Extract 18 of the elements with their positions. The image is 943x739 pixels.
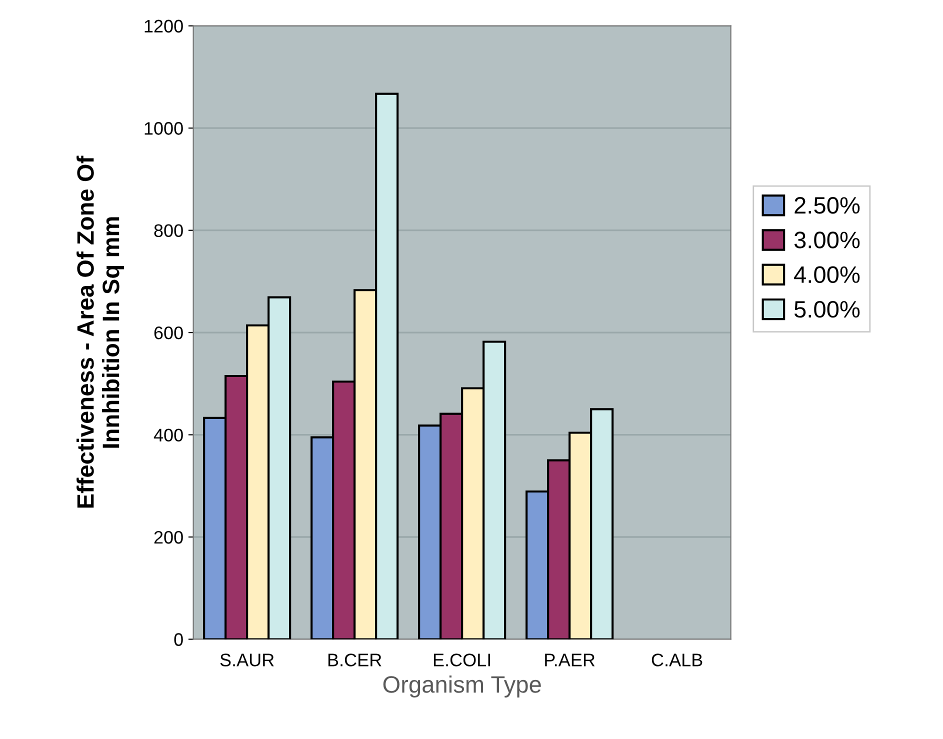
x-tick-label: C.ALB [652,654,702,666]
x-axis-title: Organism Type [383,676,541,698]
y-axis-title: Effectiveness - Area Of Zone Of Innhibition In Sq mm [76,156,124,508]
y-tick-label: 1000 [144,122,183,135]
x-tick-label: S.AUR [220,654,274,666]
legend-label: 5.00% [794,300,860,318]
legend-label: 4.00% [794,266,860,284]
x-tick-label: B.CER [328,654,382,666]
y-tick-label: 200 [154,530,183,544]
y-tick-label: 800 [154,224,183,238]
legend-label: 3.00% [794,232,860,248]
x-tick-label: P.AER [545,654,595,666]
y-tick-label: 0 [174,633,183,646]
y-tick-label: 600 [154,326,183,340]
y-tick-label: 400 [154,428,183,442]
x-tick-label: E.COLI [434,654,490,666]
legend-label: 2.50% [794,197,860,214]
y-tick-label: 1200 [144,20,183,33]
